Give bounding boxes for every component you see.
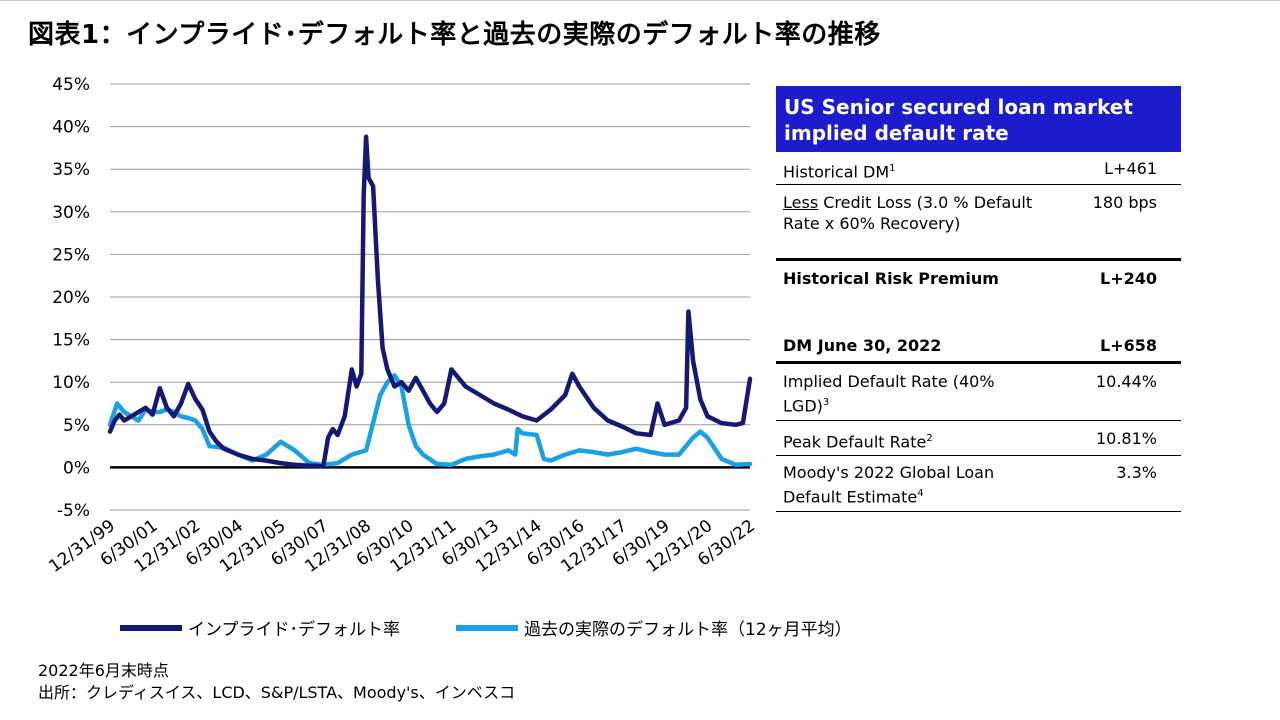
legend-item-actual: 過去の実際のデフォルト率（12ヶ月平均） [456, 615, 852, 640]
table-header: US Senior secured loan market implied de… [776, 86, 1181, 152]
table-row-label: Less Credit Loss (3.0 % Default Rate x 6… [783, 193, 1033, 233]
table-row-value: 10.81% [1095, 429, 1157, 448]
table-row: Implied Default Rate (40% LGD)3 10.44% [776, 364, 1181, 421]
table-row: Moody's 2022 Global Loan Default Estimat… [776, 456, 1181, 512]
table-row: Peak Default Rate2 10.81% [776, 421, 1181, 456]
y-tick-label: 0% [63, 458, 90, 478]
legend-label: インプライド･デフォルト率 [188, 620, 400, 640]
y-tick-label: 40% [52, 118, 90, 138]
y-tick-label: 35% [52, 160, 90, 180]
as-of-date: 2022年6月末時点 [38, 661, 169, 680]
y-tick-label: 15% [52, 331, 90, 351]
table-row: Less Credit Loss (3.0 % Default Rate x 6… [776, 185, 1181, 261]
table-row-label: Historical Risk Premium [783, 269, 999, 288]
legend-item-implied: インプライド･デフォルト率 [120, 615, 400, 640]
series-line-actual-default-rate [107, 373, 753, 468]
footnotes: 2022年6月末時点 出所：クレディスイス、LCD、S&P/LSTA、Moody… [38, 660, 515, 704]
implied-default-rate-table: US Senior secured loan market implied de… [776, 86, 1181, 512]
y-tick-label: 20% [52, 288, 90, 308]
table-row-label: Historical DM1 [783, 162, 896, 182]
legend-swatch-dark-blue [120, 624, 182, 631]
table-row-value: L+461 [1104, 159, 1157, 178]
source-note: 出所：クレディスイス、LCD、S&P/LSTA、Moody's、インベスコ [38, 683, 516, 702]
legend-label: 過去の実際のデフォルト率（12ヶ月平均） [524, 620, 852, 640]
table-row-label: Moody's 2022 Global Loan Default Estimat… [783, 463, 995, 507]
y-tick-label: 30% [52, 203, 90, 223]
line-chart: 45%40%35%30%25%20%15%10%5%0%-5% 12/31/99… [45, 75, 759, 577]
table-row-label: Implied Default Rate (40% LGD)3 [783, 372, 995, 416]
y-tick-label: 25% [52, 245, 90, 265]
table-row-label: Peak Default Rate2 [783, 432, 933, 452]
table-row-value: 180 bps [1092, 193, 1157, 212]
table-row-value: 10.44% [1095, 372, 1157, 391]
top-divider [0, 0, 1280, 1]
y-tick-label: 45% [52, 75, 90, 95]
table-row: Historical DM1 L+461 [776, 152, 1181, 185]
y-tick-label: 10% [52, 373, 90, 393]
table-row: Historical Risk Premium L+240 [776, 261, 1181, 329]
y-tick-label: -5% [57, 501, 90, 521]
y-tick-label: 5% [63, 416, 90, 436]
table-row-label: DM June 30, 2022 [783, 336, 942, 355]
table-row-value: 3.3% [1116, 463, 1157, 482]
table-row: DM June 30, 2022 L+658 [776, 329, 1181, 364]
series-line-implied-default-rate [107, 134, 753, 469]
table-row-value: L+240 [1100, 269, 1157, 288]
table-row-value: L+658 [1100, 336, 1157, 355]
page-title: 図表1：インプライド･デフォルト率と過去の実際のデフォルト率の推移 [28, 20, 881, 50]
legend-swatch-light-blue [456, 624, 518, 631]
